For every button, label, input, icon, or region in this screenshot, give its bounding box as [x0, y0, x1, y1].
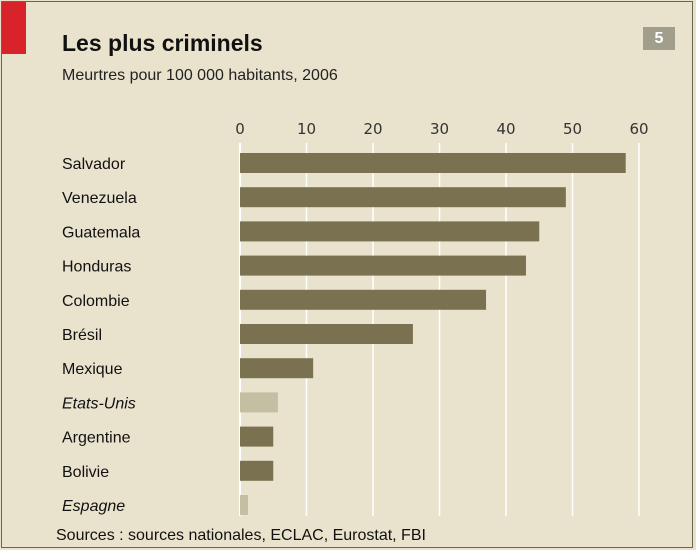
- bar-mexique: [240, 358, 314, 379]
- category-label: Espagne: [62, 498, 125, 515]
- category-label: Brésil: [62, 327, 102, 344]
- chart-title: Les plus criminels: [62, 30, 263, 56]
- bar-honduras: [240, 255, 526, 276]
- x-tick-label: 0: [235, 120, 245, 138]
- x-tick-label: 10: [297, 120, 316, 138]
- accent-tab: [2, 2, 26, 54]
- bar-bolivie: [240, 460, 274, 481]
- category-label: Etats-Unis: [62, 395, 136, 412]
- chart-number-badge: 5: [643, 27, 675, 50]
- x-tick-label: 30: [430, 120, 449, 138]
- category-label: Guatemala: [62, 224, 140, 241]
- bars: [240, 153, 626, 515]
- bar-salvador: [240, 153, 626, 173]
- x-tick-label: 50: [563, 120, 582, 138]
- x-tick-labels: 0 10 20 30 40 50 60: [235, 120, 648, 138]
- x-tick-label: 40: [496, 120, 515, 138]
- bar-etats-unis: [240, 392, 278, 413]
- source-note: Sources : sources nationales, ECLAC, Eur…: [56, 527, 426, 544]
- bar-br-sil: [240, 324, 413, 344]
- category-labels: Salvador Venezuela Guatemala Honduras Colomb…: [62, 156, 140, 515]
- bar-guatemala: [240, 221, 540, 242]
- category-label: Argentine: [62, 430, 131, 447]
- category-label: Mexique: [62, 361, 123, 378]
- bar-chart: 0 10 20 30 40 50 60 Salvador Venezuela Guatemala…: [62, 120, 649, 516]
- bar-espagne: [240, 495, 248, 515]
- category-label: Venezuela: [62, 190, 137, 207]
- category-label: Salvador: [62, 156, 126, 173]
- category-label: Honduras: [62, 259, 131, 276]
- x-tick-label: 20: [363, 120, 382, 138]
- category-label: Colombie: [62, 293, 130, 310]
- bar-colombie: [240, 289, 487, 310]
- x-tick-label: 60: [629, 120, 648, 138]
- chart-subtitle: Meurtres pour 100 000 habitants, 2006: [62, 67, 338, 84]
- category-label: Bolivie: [62, 464, 109, 481]
- bar-venezuela: [240, 187, 566, 208]
- bar-argentine: [240, 426, 274, 447]
